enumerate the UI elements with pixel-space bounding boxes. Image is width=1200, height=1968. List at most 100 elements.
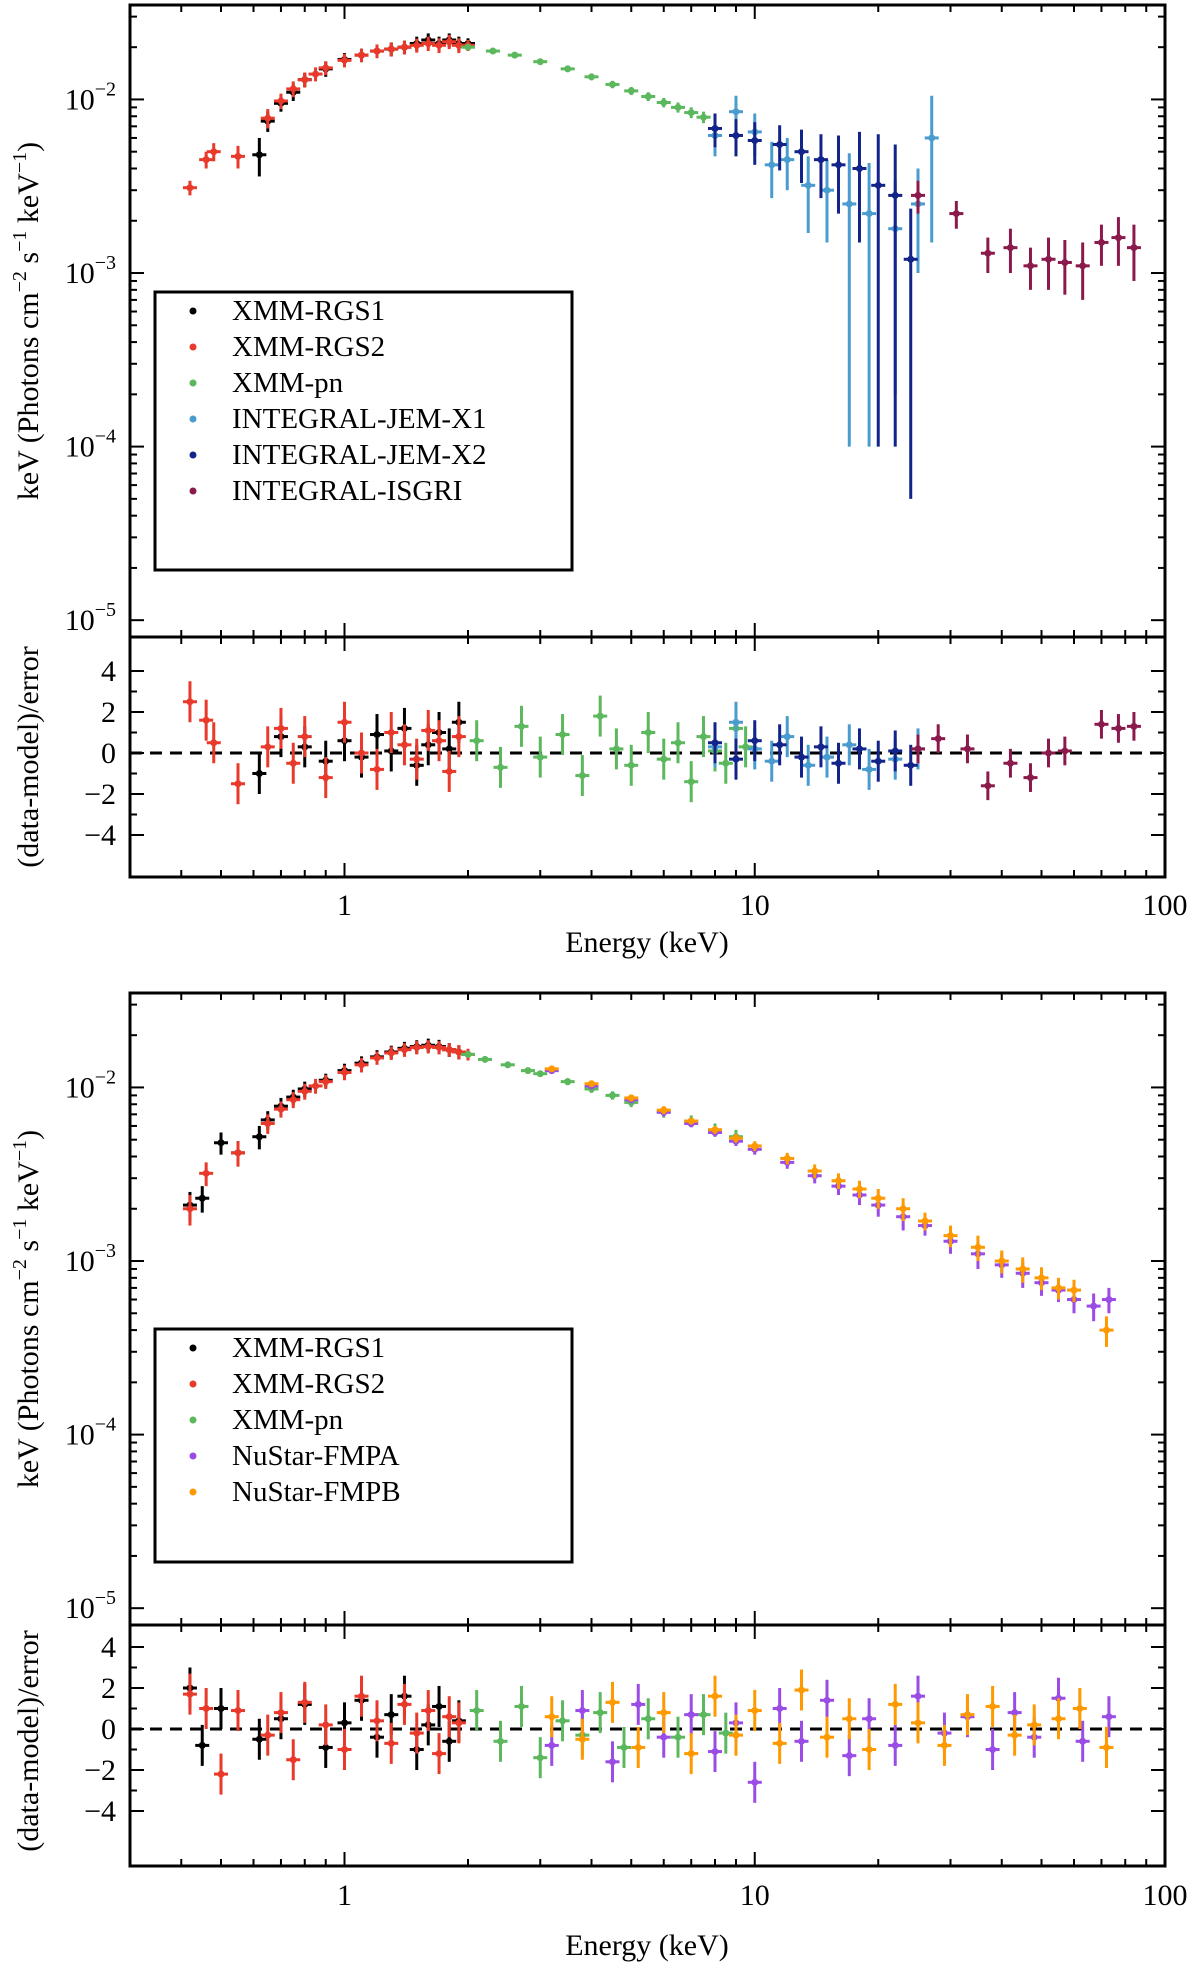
bottom-residual-plot: 4 2 0 −2 −4 (data-model)/error bbox=[12, 1623, 1167, 1868]
data-point bbox=[699, 733, 707, 741]
data-point bbox=[855, 745, 863, 753]
data-point bbox=[198, 1194, 206, 1202]
data-point bbox=[445, 1046, 453, 1054]
data-point bbox=[776, 741, 784, 749]
legend-marker bbox=[189, 379, 197, 387]
bottom-xtick-label: 100 bbox=[1143, 1879, 1188, 1912]
data-point bbox=[612, 745, 620, 753]
bottom-residual-ytick-labels: 4 2 0 −2 −4 bbox=[84, 1631, 116, 1828]
data-point bbox=[264, 1119, 272, 1127]
bottom-residual-ylabel: (data-model)/error bbox=[12, 1630, 45, 1852]
data-point bbox=[387, 1711, 395, 1719]
data-point bbox=[588, 1080, 596, 1088]
legend-marker bbox=[189, 487, 197, 495]
data-point bbox=[424, 1043, 432, 1051]
data-point bbox=[732, 131, 740, 139]
data-point bbox=[277, 1105, 285, 1113]
data-point bbox=[1079, 1737, 1087, 1745]
data-point bbox=[400, 1046, 408, 1054]
legend-entry: INTEGRAL-JEM-X2 bbox=[189, 439, 487, 471]
data-point bbox=[845, 1715, 853, 1723]
data-point bbox=[341, 1746, 349, 1753]
data-point bbox=[674, 103, 682, 111]
data-point bbox=[699, 1711, 707, 1719]
data-point bbox=[435, 41, 443, 49]
data-point bbox=[387, 1739, 395, 1747]
data-point bbox=[255, 770, 263, 777]
data-point bbox=[473, 737, 481, 745]
data-point bbox=[1102, 1326, 1110, 1334]
data-point bbox=[596, 712, 604, 720]
data-point bbox=[596, 1709, 604, 1717]
data-point bbox=[186, 698, 194, 706]
data-point bbox=[732, 1134, 740, 1142]
data-point bbox=[891, 1741, 899, 1749]
top-spectrum-series-integral-isgri bbox=[911, 180, 1141, 300]
data-point bbox=[644, 1715, 652, 1723]
legend-marker bbox=[189, 1344, 197, 1352]
data-point bbox=[751, 137, 759, 145]
data-point bbox=[797, 148, 805, 156]
data-point bbox=[578, 1707, 586, 1715]
data-point bbox=[341, 56, 349, 64]
data-point bbox=[264, 114, 272, 122]
data-point bbox=[186, 1205, 194, 1213]
legend-marker bbox=[189, 451, 197, 459]
bottom-residual-ytick-label: −4 bbox=[84, 1795, 116, 1828]
data-point bbox=[823, 186, 831, 194]
data-point bbox=[548, 1741, 556, 1749]
data-point bbox=[217, 1139, 225, 1147]
data-point bbox=[674, 1733, 682, 1741]
top-xlabel: Energy (keV) bbox=[565, 926, 729, 959]
bottom-spectrum-series-nustar-fmpb bbox=[544, 1065, 1114, 1347]
top-residual-frame bbox=[128, 635, 1167, 879]
data-point bbox=[341, 718, 349, 726]
data-point bbox=[373, 1054, 381, 1062]
data-point bbox=[1054, 1715, 1062, 1723]
legend-label: INTEGRAL-JEM-X2 bbox=[232, 439, 487, 471]
data-point bbox=[660, 1733, 668, 1741]
legend-label: XMM-RGS2 bbox=[232, 1368, 385, 1400]
data-point bbox=[481, 1055, 489, 1063]
data-point bbox=[373, 1717, 381, 1725]
legend-marker bbox=[189, 343, 197, 351]
data-point bbox=[732, 1731, 740, 1739]
data-point bbox=[301, 76, 309, 84]
top-residual-data bbox=[182, 681, 1141, 805]
bottom-spectrum-data bbox=[182, 1038, 1116, 1347]
data-point bbox=[732, 108, 740, 116]
data-point bbox=[952, 210, 960, 218]
data-point bbox=[768, 161, 776, 169]
data-point bbox=[536, 1754, 544, 1762]
data-point bbox=[464, 1050, 472, 1058]
data-point bbox=[435, 1043, 443, 1051]
data-point bbox=[989, 1746, 997, 1753]
data-point bbox=[1114, 724, 1122, 732]
data-point bbox=[711, 1126, 719, 1134]
data-point bbox=[899, 1205, 907, 1213]
data-point bbox=[496, 763, 504, 771]
data-point bbox=[874, 1194, 882, 1202]
data-point bbox=[914, 745, 922, 753]
data-point bbox=[202, 716, 210, 724]
bottom-residual-ytick-label: 0 bbox=[101, 1713, 116, 1746]
data-point bbox=[1061, 258, 1069, 266]
data-point bbox=[424, 1707, 432, 1715]
legend-entry: XMM-pn bbox=[189, 1404, 344, 1436]
data-point bbox=[891, 747, 899, 755]
bottom-legend-box bbox=[153, 1327, 574, 1564]
data-point bbox=[548, 1713, 556, 1721]
legend-label: XMM-RGS1 bbox=[232, 1332, 385, 1364]
data-point bbox=[1011, 1731, 1019, 1739]
data-point bbox=[357, 1692, 365, 1700]
legend-label: NuStar-FMPA bbox=[232, 1440, 400, 1472]
data-point bbox=[202, 1705, 210, 1712]
data-point bbox=[1026, 774, 1034, 782]
data-point bbox=[627, 87, 635, 95]
data-point bbox=[804, 181, 812, 189]
data-point bbox=[963, 745, 971, 753]
data-point bbox=[722, 1729, 730, 1737]
data-point bbox=[921, 1217, 929, 1225]
data-point bbox=[608, 1758, 616, 1766]
data-point bbox=[496, 1737, 504, 1745]
